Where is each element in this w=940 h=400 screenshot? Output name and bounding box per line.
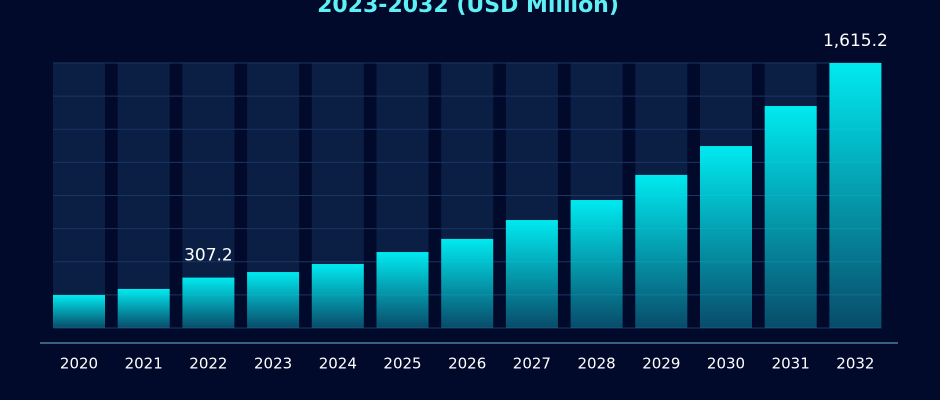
bar	[570, 200, 623, 328]
x-tick-label: 2031	[772, 355, 810, 373]
x-tick-label: 2020	[60, 355, 98, 373]
bar	[635, 174, 688, 328]
x-tick-label: 2032	[836, 355, 874, 373]
x-tick-label: 2030	[707, 355, 745, 373]
bar	[53, 295, 105, 328]
bar	[117, 288, 170, 328]
x-tick-label: 2026	[448, 355, 486, 373]
x-tick-label: 2023	[254, 355, 292, 373]
bar	[441, 238, 494, 328]
bar	[505, 220, 558, 328]
x-tick-label: 2024	[319, 355, 357, 373]
value-label: 1,615.2	[823, 31, 888, 51]
bar	[764, 106, 817, 328]
bar	[376, 252, 429, 328]
chart-title: 2023-2032 (USD Million)	[317, 0, 619, 18]
bar	[247, 272, 300, 328]
bar	[311, 264, 364, 328]
x-tick-label: 2028	[578, 355, 616, 373]
bar	[700, 146, 752, 328]
bar	[829, 63, 882, 328]
x-tick-label: 2025	[383, 355, 421, 373]
bar	[182, 277, 235, 328]
x-tick-label: 2022	[189, 355, 227, 373]
x-tick-label: 2027	[513, 355, 551, 373]
x-tick-label: 2029	[642, 355, 680, 373]
value-label: 307.2	[184, 246, 233, 266]
x-tick-label: 2021	[125, 355, 163, 373]
